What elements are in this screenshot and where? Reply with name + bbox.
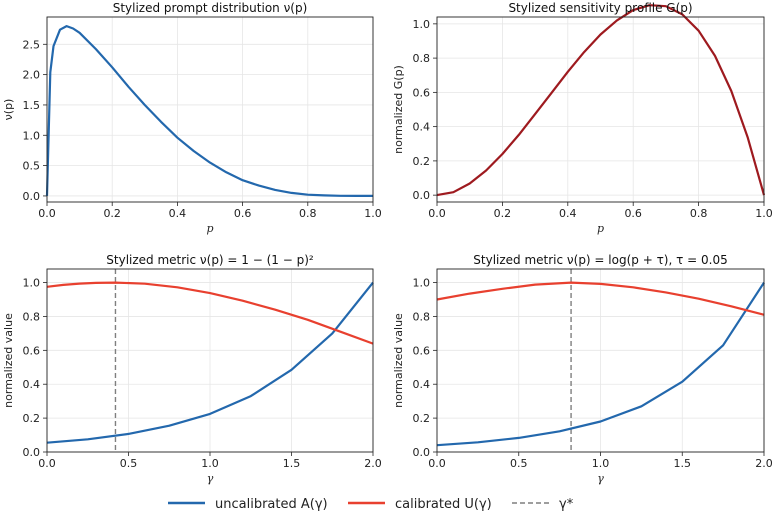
x-tick-label: 0.8 bbox=[690, 207, 708, 220]
x-axis-label: γ bbox=[597, 472, 604, 485]
y-axis-label: normalized G(p) bbox=[392, 65, 405, 154]
x-tick-label: 1.5 bbox=[283, 457, 301, 470]
y-tick-label: 1.0 bbox=[413, 277, 431, 290]
chart-title: Stylized metric ν(p) = log(p + τ), τ = 0… bbox=[473, 253, 727, 267]
y-tick-label: 2.5 bbox=[23, 38, 41, 51]
x-tick-label: 0.8 bbox=[299, 207, 317, 220]
series-line bbox=[436, 4, 766, 197]
y-axis-label: ν(p) bbox=[2, 99, 15, 121]
x-tick-label: 0.2 bbox=[494, 207, 512, 220]
legend-label-1: uncalibrated A(γ) bbox=[215, 497, 328, 512]
series-line-uncalibrated bbox=[46, 281, 374, 444]
y-tick-label: 0.0 bbox=[413, 189, 431, 202]
chart-panel-1: 0.0 0.2 0.4 0.6 0.8 1.0 0.0 0.5 1.0 1.5 2.0 2.5 Styl… bbox=[2, 1, 382, 235]
y-tick-label: 0.8 bbox=[413, 310, 431, 323]
axes-frame bbox=[46, 16, 374, 203]
x-tick-label: 0.2 bbox=[103, 207, 121, 220]
x-tick-label: 2.0 bbox=[364, 457, 382, 470]
x-tick-label: 1.0 bbox=[201, 457, 219, 470]
series-line-uncalibrated bbox=[436, 281, 765, 447]
y-tick-label: 0.4 bbox=[413, 378, 431, 391]
y-tick-label: 1.0 bbox=[413, 18, 431, 31]
x-tick-label: 0.5 bbox=[120, 457, 138, 470]
y-tick-label: 0.8 bbox=[413, 52, 431, 65]
chart-panel-2: 0.0 0.2 0.4 0.6 0.8 1.0 0.0 0.2 0.4 0.6 0.8 1.0 Styl… bbox=[392, 1, 773, 235]
x-tick-label: 0.0 bbox=[38, 457, 56, 470]
chart-panel-4: 0.0 0.5 1.0 1.5 2.0 0.0 0.2 0.4 0.6 0.8 1.0 Stylize… bbox=[392, 253, 773, 485]
y-tick-label: 1.5 bbox=[23, 99, 41, 112]
y-tick-label: 0.6 bbox=[413, 86, 431, 99]
y-tick-label: 0.0 bbox=[413, 446, 431, 459]
axes-frame bbox=[436, 268, 765, 453]
x-axis-label: γ bbox=[207, 472, 214, 485]
series-line-calibrated bbox=[436, 281, 765, 316]
legend-label-2: calibrated U(γ) bbox=[395, 497, 492, 512]
y-tick-label: 0.2 bbox=[23, 412, 41, 425]
y-tick-label: 0.0 bbox=[23, 190, 41, 203]
y-tick-label: 0.0 bbox=[23, 446, 41, 459]
x-tick-label: 0.6 bbox=[234, 207, 252, 220]
y-axis-label: normalized value bbox=[2, 313, 15, 408]
x-tick-label: 0.0 bbox=[38, 207, 56, 220]
x-tick-label: 1.0 bbox=[592, 457, 610, 470]
y-tick-label: 0.6 bbox=[23, 344, 41, 357]
x-axis-label: p bbox=[597, 222, 604, 235]
x-tick-label: 0.6 bbox=[624, 207, 642, 220]
y-tick-label: 0.5 bbox=[23, 160, 41, 173]
x-tick-label: 2.0 bbox=[755, 457, 773, 470]
x-tick-label: 0.4 bbox=[559, 207, 577, 220]
y-tick-label: 2.0 bbox=[23, 69, 41, 82]
chart-title: Stylized prompt distribution ν(p) bbox=[113, 1, 308, 15]
chart-title: Stylized sensitivity profile G(p) bbox=[508, 1, 692, 15]
y-tick-label: 0.8 bbox=[23, 310, 41, 323]
legend-label-3: γ* bbox=[559, 497, 574, 512]
axes-frame bbox=[436, 16, 765, 203]
y-tick-label: 1.0 bbox=[23, 277, 41, 290]
y-tick-label: 0.2 bbox=[413, 412, 431, 425]
x-tick-label: 0.4 bbox=[169, 207, 187, 220]
x-tick-label: 0.0 bbox=[428, 457, 446, 470]
chart-panel-3: 0.0 0.5 1.0 1.5 2.0 0.0 0.2 0.4 0.6 0.8 1.0 Stylize… bbox=[2, 253, 382, 485]
y-tick-label: 0.4 bbox=[413, 121, 431, 134]
y-tick-label: 0.2 bbox=[413, 155, 431, 168]
y-tick-label: 0.4 bbox=[23, 378, 41, 391]
x-tick-label: 1.0 bbox=[364, 207, 382, 220]
series-line-calibrated bbox=[46, 281, 374, 345]
series-line bbox=[45, 25, 373, 197]
x-tick-label: 0.5 bbox=[510, 457, 528, 470]
y-axis-label: normalized value bbox=[392, 313, 405, 408]
axes-frame bbox=[46, 268, 374, 453]
legend: uncalibrated A(γ) calibrated U(γ) γ* bbox=[168, 497, 574, 512]
x-tick-label: 1.5 bbox=[674, 457, 692, 470]
chart-title: Stylized metric ν(p) = 1 − (1 − p)² bbox=[106, 253, 314, 267]
x-tick-label: 1.0 bbox=[755, 207, 773, 220]
x-tick-label: 0.0 bbox=[428, 207, 446, 220]
x-axis-label: p bbox=[206, 222, 213, 235]
y-tick-label: 0.6 bbox=[413, 344, 431, 357]
y-tick-label: 1.0 bbox=[23, 129, 41, 142]
